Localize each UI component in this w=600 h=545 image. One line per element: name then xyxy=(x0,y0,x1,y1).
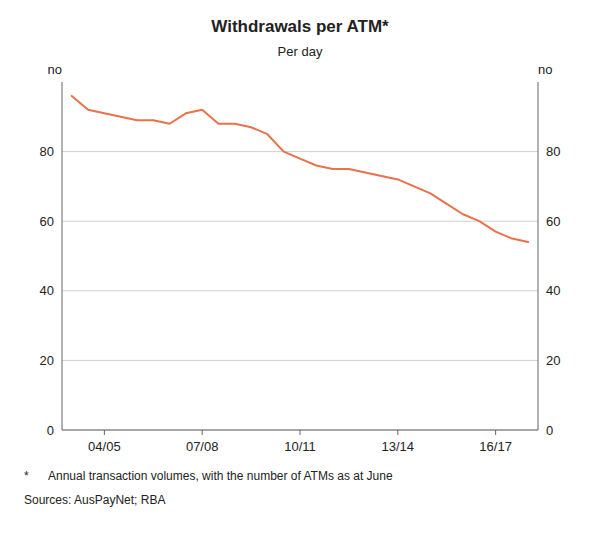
x-tick xyxy=(104,430,105,435)
subtitle: Per day xyxy=(278,44,323,59)
x-tick xyxy=(300,430,301,435)
x-tick-label: 13/14 xyxy=(382,439,415,454)
y2-axis-line xyxy=(538,82,539,430)
x-tick-label: 04/05 xyxy=(88,439,121,454)
x-tick xyxy=(202,430,203,435)
y-tick-label: 20 xyxy=(40,353,54,368)
y2-tick-label: 20 xyxy=(546,353,560,368)
x-tick-label: 10/11 xyxy=(284,439,316,454)
x-tick xyxy=(397,430,398,435)
y-axis-line xyxy=(62,82,63,430)
y-tick-label: 0 xyxy=(47,423,54,438)
grid-line xyxy=(62,290,538,291)
grid-line xyxy=(62,221,538,222)
line xyxy=(72,96,528,242)
grid-line xyxy=(62,151,538,152)
x-tick-label: 16/17 xyxy=(479,439,512,454)
footnote: * Annual transaction volumes, with the n… xyxy=(24,469,393,483)
y2-tick-label: 40 xyxy=(546,283,560,298)
y2-tick-label: 0 xyxy=(546,423,553,438)
y2-tick-label: 60 xyxy=(546,214,560,229)
y-axis-label: no xyxy=(48,62,62,77)
chart: 0 20 40 60 80 0 20 40 60 80 04/05 07/08 10/11 13/14 16… xyxy=(0,0,600,545)
footnote: Sources: AusPayNet; RBA xyxy=(24,493,165,507)
y-tick-label: 80 xyxy=(40,144,54,159)
x-tick-label: 07/08 xyxy=(186,439,219,454)
y2-tick-label: 80 xyxy=(546,144,560,159)
x-tick xyxy=(495,430,496,435)
y-tick-label: 60 xyxy=(40,214,54,229)
y-tick-label: 40 xyxy=(40,283,54,298)
plot-area xyxy=(72,96,528,242)
y2-axis-label: no xyxy=(538,62,552,77)
grid-line xyxy=(62,360,538,361)
title: Withdrawals per ATM* xyxy=(211,17,389,36)
